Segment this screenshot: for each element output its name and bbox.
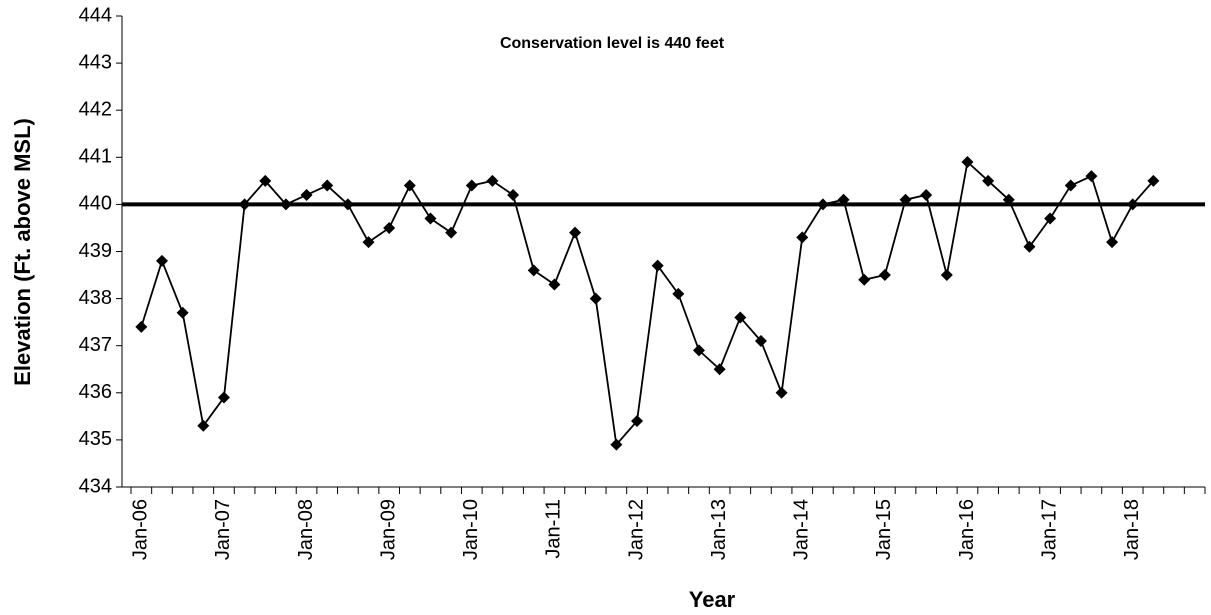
marker <box>672 287 685 300</box>
marker <box>486 174 499 187</box>
marker <box>176 306 189 319</box>
x-tick-label: Jan-11 <box>543 499 565 559</box>
marker <box>589 292 602 305</box>
marker <box>692 344 705 357</box>
y-tick-label: 437 <box>79 334 112 356</box>
marker <box>610 438 623 451</box>
y-tick-label: 434 <box>79 475 112 497</box>
marker <box>1023 240 1036 253</box>
marker <box>279 198 292 211</box>
marker <box>155 254 168 267</box>
marker <box>899 193 912 206</box>
marker <box>135 320 148 333</box>
x-tick-label: Jan-10 <box>460 499 482 560</box>
marker <box>1002 193 1015 206</box>
marker <box>548 278 561 291</box>
marker <box>920 188 933 201</box>
marker <box>1106 236 1119 249</box>
marker <box>403 179 416 192</box>
marker <box>1126 198 1139 211</box>
y-tick-label: 436 <box>79 381 112 403</box>
marker <box>940 269 953 282</box>
marker <box>424 212 437 225</box>
x-tick-label: Jan-14 <box>791 499 813 560</box>
marker <box>651 259 664 272</box>
x-tick-label: Jan-09 <box>377 499 399 560</box>
marker <box>341 198 354 211</box>
marker <box>858 273 871 286</box>
annotation: Conservation level is 440 feet <box>500 35 725 52</box>
y-axis-label: Elevation (Ft. above MSL) <box>10 118 35 386</box>
marker <box>713 363 726 376</box>
marker <box>362 236 375 249</box>
x-tick-label: Jan-16 <box>956 499 978 560</box>
y-tick-label: 444 <box>79 4 112 26</box>
marker <box>796 231 809 244</box>
marker <box>754 334 767 347</box>
y-tick-label: 439 <box>79 240 112 262</box>
marker <box>465 179 478 192</box>
marker <box>878 269 891 282</box>
marker <box>982 174 995 187</box>
x-tick-label: Jan-12 <box>625 499 647 560</box>
marker <box>816 198 829 211</box>
x-tick-label: Jan-15 <box>873 499 895 560</box>
x-tick-label: Jan-08 <box>295 499 317 560</box>
marker <box>775 386 788 399</box>
y-tick-label: 440 <box>79 193 112 215</box>
x-tick-label: Jan-06 <box>130 499 152 560</box>
x-tick-label: Jan-13 <box>708 499 730 560</box>
marker <box>1085 170 1098 183</box>
x-tick-label: Jan-07 <box>212 499 234 560</box>
marker <box>1147 174 1160 187</box>
marker <box>837 193 850 206</box>
x-tick-label: Jan-18 <box>1121 499 1143 560</box>
marker <box>383 221 396 234</box>
marker <box>321 179 334 192</box>
marker <box>631 415 644 428</box>
marker <box>445 226 458 239</box>
marker <box>961 156 974 169</box>
y-tick-label: 442 <box>79 98 112 120</box>
marker <box>734 311 747 324</box>
x-tick-label: Jan-17 <box>1038 499 1060 560</box>
x-axis-label: Year <box>689 587 736 612</box>
marker <box>1044 212 1057 225</box>
marker <box>197 419 210 432</box>
marker <box>300 188 313 201</box>
marker <box>259 174 272 187</box>
marker <box>507 188 520 201</box>
marker <box>1064 179 1077 192</box>
marker <box>569 226 582 239</box>
y-tick-label: 441 <box>79 146 112 168</box>
y-tick-label: 443 <box>79 51 112 73</box>
marker <box>527 264 540 277</box>
y-tick-label: 435 <box>79 428 112 450</box>
marker <box>238 198 251 211</box>
marker <box>217 391 230 404</box>
y-tick-label: 438 <box>79 287 112 309</box>
